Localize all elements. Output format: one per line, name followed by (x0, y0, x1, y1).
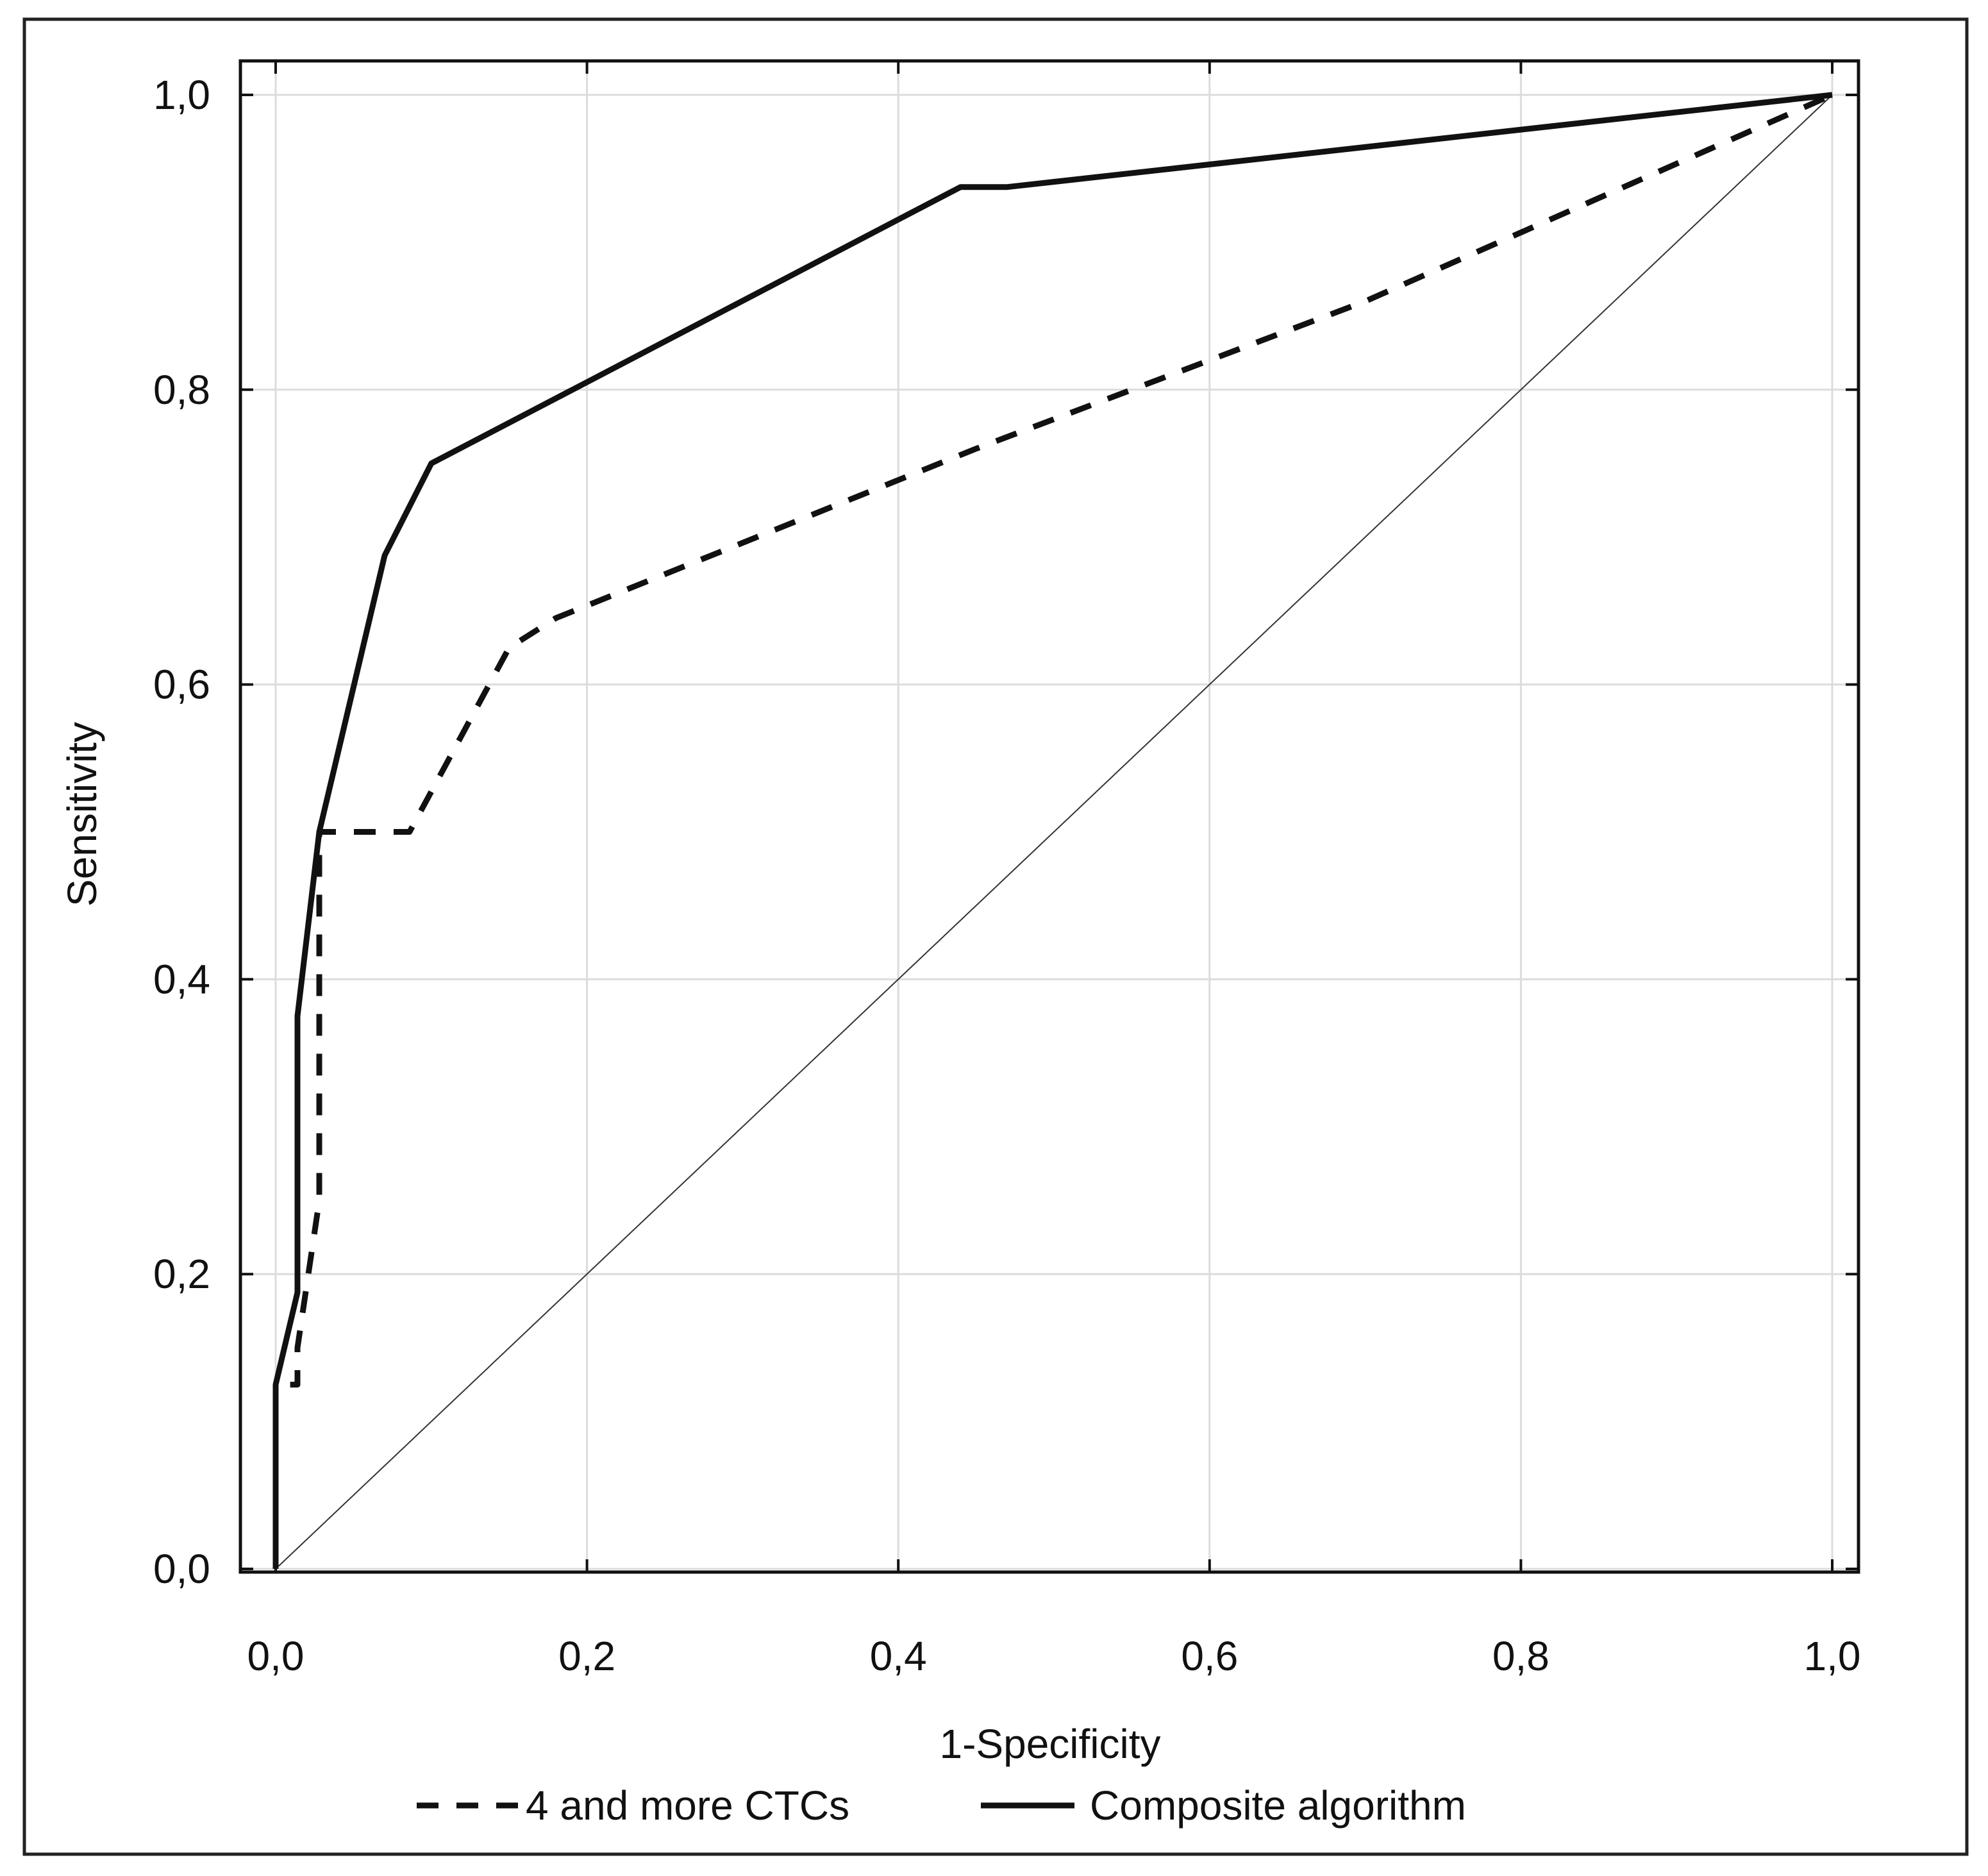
ticks (240, 61, 1859, 1572)
x-axis-title: 1-Specificity (940, 1721, 1161, 1767)
grid (240, 61, 1859, 1572)
figure-border (22, 17, 1969, 1856)
series-line-composite-algorithm (272, 92, 1833, 1569)
y-tick-label: 1,0 (153, 72, 210, 118)
x-tick-label: 1,0 (1804, 1633, 1861, 1679)
legend: 4 and more CTCs Composite algorithm (417, 1782, 1466, 1829)
legend-label-composite-algorithm: Composite algorithm (1090, 1782, 1466, 1829)
x-tick-label: 0,0 (247, 1633, 305, 1679)
x-tick-label: 0,2 (558, 1633, 615, 1679)
x-tick-label: 0,8 (1492, 1633, 1549, 1679)
y-tick-label: 0,8 (153, 367, 210, 413)
y-tick-label: 0,0 (153, 1546, 210, 1592)
y-tick-label: 0,2 (153, 1251, 210, 1297)
tick-labels: 0,0 0,2 0,4 0,6 0,8 1,0 0,0 0,2 0,4 0,6 0,8 1,0 (153, 72, 1860, 1679)
y-tick-label: 0,6 (153, 662, 210, 708)
series-line-4-and-more-ctcs (272, 92, 1833, 1569)
legend-label-4-and-more-ctcs: 4 and more CTCs (526, 1782, 849, 1829)
series-lines (272, 92, 1833, 1570)
y-axis-title: Sensitivity (59, 722, 105, 907)
plot-frame (238, 59, 1860, 1574)
y-tick-label: 0,4 (153, 956, 210, 1002)
series-line-reference (275, 94, 1833, 1570)
x-tick-label: 0,6 (1181, 1633, 1238, 1679)
x-tick-label: 0,4 (870, 1633, 927, 1679)
